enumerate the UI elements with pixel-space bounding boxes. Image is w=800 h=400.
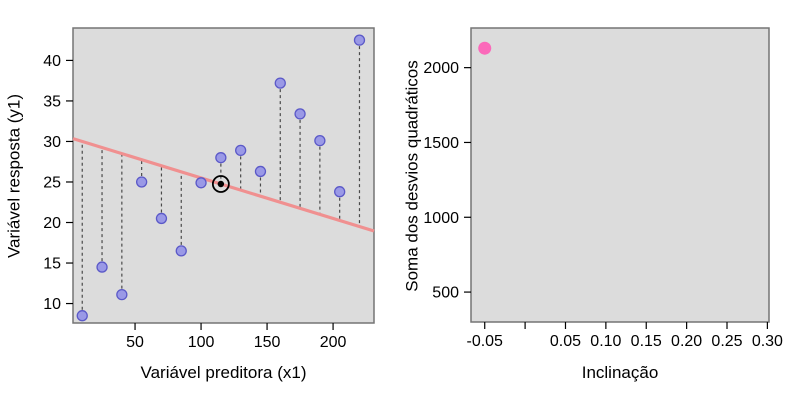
- data-point: [274, 77, 286, 89]
- left-x-axis-title: Variável preditora (x1): [140, 363, 307, 382]
- y-tick-label: 10: [43, 296, 61, 313]
- ss-panel: -0.05 0.05 0.10 0.15 0.20 0.25 0.30 500 1000 1500…: [423, 27, 783, 350]
- x-tick-label: 200: [320, 334, 347, 351]
- data-point: [155, 212, 168, 225]
- data-point: [334, 186, 346, 198]
- y-tick-label: 15: [43, 256, 61, 273]
- x-tick-label: 0.05: [550, 333, 581, 350]
- y-tick-label: 30: [43, 134, 61, 151]
- data-point: [195, 177, 207, 189]
- data-point: [215, 152, 227, 164]
- plot-area: [72, 27, 375, 324]
- x-tick-label: 0.20: [671, 333, 702, 350]
- y-tick-label: 2000: [423, 60, 459, 77]
- y-tick-label: 40: [43, 53, 61, 70]
- x-tick-label: 0.30: [752, 333, 783, 350]
- y-tick-label: 20: [43, 215, 61, 232]
- sum-of-squares-point: [478, 41, 492, 55]
- data-point: [135, 176, 148, 188]
- data-point: [96, 261, 108, 273]
- data-point: [76, 310, 88, 322]
- data-point: [116, 288, 128, 301]
- data-point: [294, 108, 306, 120]
- x-tick-label: 0.15: [631, 333, 662, 350]
- x-tick-label: 150: [254, 334, 281, 351]
- x-tick-label: 0.25: [711, 333, 742, 350]
- y-tick-label: 1000: [423, 210, 459, 227]
- right-y-axis-title: Soma dos desvios quadráticos: [402, 60, 422, 292]
- left-y-axis-title: Variável resposta (y1): [4, 93, 24, 259]
- x-tick-label: 50: [126, 334, 144, 351]
- centroid-ring: [211, 175, 230, 193]
- x-tick-label: 0.10: [590, 333, 621, 350]
- data-point: [314, 135, 326, 147]
- data-point: [254, 165, 267, 178]
- y-tick-label: 25: [43, 174, 61, 191]
- data-point: [175, 245, 187, 257]
- y-tick-label: 35: [43, 93, 61, 110]
- scatter-panel: 50 100 150 200 10 15 20 25 30 35 40: [43, 27, 375, 351]
- x-tick-label: -0.05: [466, 333, 503, 350]
- y-tick-label: 500: [432, 285, 459, 302]
- y-tick-label: 1500: [423, 135, 459, 152]
- data-point: [353, 34, 366, 46]
- centroid-dot: [217, 180, 225, 188]
- plot-area: [470, 27, 770, 323]
- right-x-axis-title: Inclinação: [581, 363, 659, 382]
- data-point: [235, 144, 247, 157]
- x-tick-label: 100: [188, 334, 215, 351]
